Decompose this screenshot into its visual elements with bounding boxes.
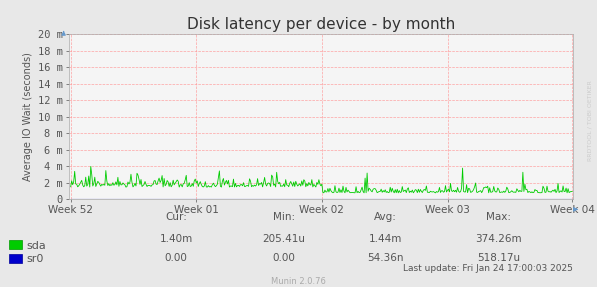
Text: Max:: Max:: [486, 212, 511, 222]
Legend: sda, sr0: sda, sr0: [8, 240, 46, 264]
Title: Disk latency per device - by month: Disk latency per device - by month: [187, 17, 455, 32]
Text: RRDTOOL / TOBI OETIKER: RRDTOOL / TOBI OETIKER: [587, 80, 592, 161]
Text: 1.44m: 1.44m: [368, 234, 402, 244]
Text: 1.40m: 1.40m: [159, 234, 193, 244]
Text: Min:: Min:: [272, 212, 295, 222]
Y-axis label: Average IO Wait (seconds): Average IO Wait (seconds): [23, 53, 33, 181]
Text: 0.00: 0.00: [165, 253, 187, 263]
Text: 0.00: 0.00: [272, 253, 295, 263]
Text: 205.41u: 205.41u: [262, 234, 305, 244]
Text: Avg:: Avg:: [374, 212, 396, 222]
Text: Munin 2.0.76: Munin 2.0.76: [271, 277, 326, 286]
Text: Cur:: Cur:: [165, 212, 187, 222]
Text: 54.36n: 54.36n: [367, 253, 404, 263]
Text: 374.26m: 374.26m: [475, 234, 522, 244]
Text: 518.17u: 518.17u: [477, 253, 520, 263]
Text: Last update: Fri Jan 24 17:00:03 2025: Last update: Fri Jan 24 17:00:03 2025: [403, 264, 573, 273]
